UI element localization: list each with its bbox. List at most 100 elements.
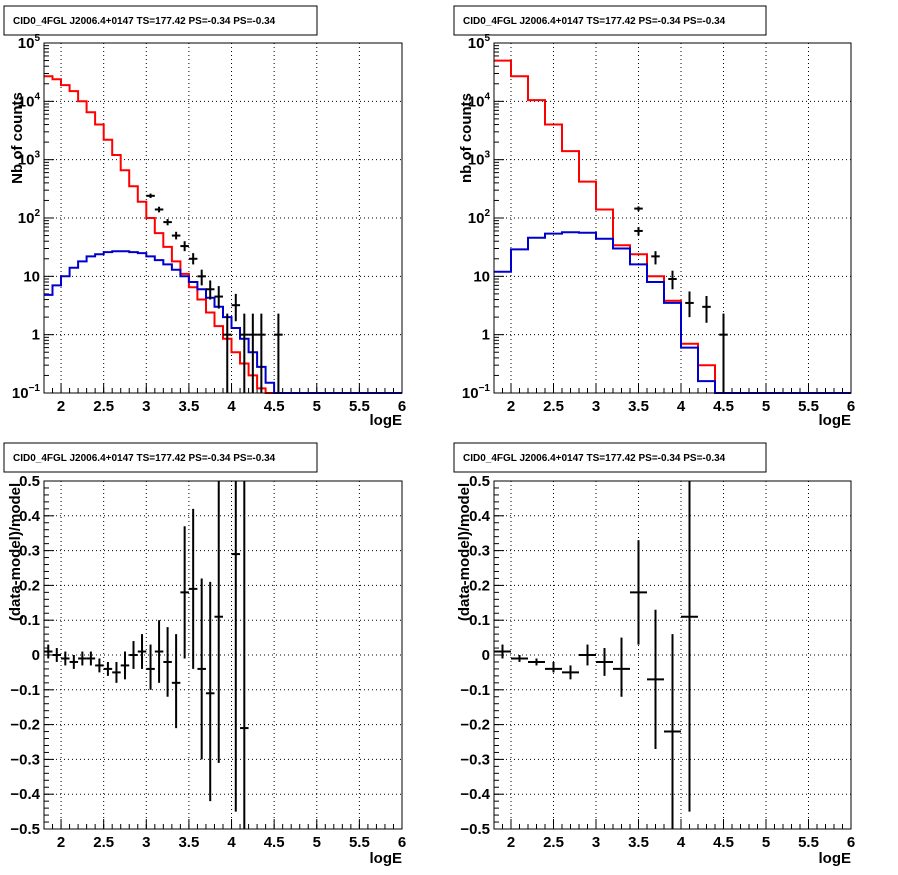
y-tick-label: −0.3	[460, 751, 490, 768]
title-box	[3, 442, 318, 473]
y-tick-base: 10	[18, 35, 35, 52]
y-tick-label: −0.2	[10, 717, 40, 734]
title-box	[3, 5, 318, 36]
x-tick-label: 5.5	[349, 398, 370, 415]
y-tick-exponent: 5	[34, 33, 40, 44]
y-tick-label: 0.3	[19, 543, 40, 560]
x-tick-label: 5	[762, 398, 770, 415]
y-tick-label: 10−1	[462, 383, 491, 402]
y-tick-exponent: 4	[484, 91, 490, 102]
y-axis-title: (data-model)/model	[456, 483, 473, 621]
y-tick-label: −0.4	[10, 786, 40, 803]
x-tick-label: 3	[592, 398, 600, 415]
panel-bottom-right: CID0_4FGL J2006.4+0147 TS=177.42 PS=-0.3…	[453, 442, 855, 867]
x-tick-label: 6	[398, 834, 406, 851]
y-tick-label: −0.5	[460, 821, 490, 838]
y-tick-label: 0	[482, 647, 490, 664]
y-axis-title: (data-model)/model	[7, 483, 24, 621]
x-tick-label: 4.5	[264, 834, 285, 851]
y-tick-label: 0.3	[469, 543, 490, 560]
title-box	[453, 5, 767, 36]
x-tick-label: 6	[847, 398, 855, 415]
y-tick-label: 105	[18, 33, 41, 52]
y-tick-base: 10	[18, 93, 35, 110]
x-tick-label: 4	[677, 834, 686, 851]
y-tick-label: 0.1	[469, 612, 490, 629]
x-tick-label: 4.5	[713, 398, 734, 415]
panel-bottom-left: CID0_4FGL J2006.4+0147 TS=177.42 PS=-0.3…	[3, 442, 406, 867]
x-tick-label: 3.5	[628, 398, 649, 415]
x-tick-label: 3.5	[628, 834, 649, 851]
x-tick-label: 2	[507, 398, 515, 415]
plot-frame	[493, 42, 852, 394]
y-tick-label: 0.5	[469, 473, 490, 490]
y-tick-label: 102	[468, 208, 491, 227]
y-tick-label: 103	[18, 150, 41, 169]
y-tick-label: 10	[23, 268, 40, 285]
panel-title: CID0_4FGL J2006.4+0147 TS=177.42 PS=-0.3…	[463, 453, 726, 464]
x-tick-label: 4.5	[713, 834, 734, 851]
y-tick-exponent: 3	[34, 150, 40, 161]
y-axis-title: nb of counts	[458, 93, 475, 183]
x-tick-label: 3	[142, 398, 150, 415]
x-tick-label: 2.5	[543, 398, 564, 415]
x-tick-label: 4	[227, 398, 236, 415]
title-box	[453, 442, 767, 473]
x-tick-label: 2.5	[93, 834, 114, 851]
y-tick-label: −0.1	[460, 682, 490, 699]
y-tick-label: 102	[18, 208, 41, 227]
y-tick-label: 10	[473, 268, 490, 285]
plot-area: 2 2.5 3 3.5 4 4.5 5 5.5 6 −0.5 −0.4 −0.3 −0.2 −0.1 0 0.…	[460, 473, 855, 851]
x-tick-label: 6	[398, 398, 406, 415]
plot-frame	[493, 480, 852, 830]
panel-title: CID0_4FGL J2006.4+0147 TS=177.42 PS=-0.3…	[13, 16, 276, 27]
y-tick-exponent: 4	[34, 91, 40, 102]
y-tick-base: 10	[462, 385, 479, 402]
y-tick-base: 10	[468, 152, 485, 169]
y-tick-label: −0.5	[10, 821, 40, 838]
y-tick-base: 10	[468, 93, 485, 110]
panel-top-right: CID0_4FGL J2006.4+0147 TS=177.42 PS=-0.3…	[453, 5, 855, 429]
y-tick-label: 0.4	[19, 508, 41, 525]
x-tick-label: 5	[762, 834, 770, 851]
y-tick-exponent: −1	[479, 383, 491, 394]
plot-frame	[43, 42, 403, 394]
y-tick-label: −0.2	[460, 717, 490, 734]
x-axis-title: logE	[370, 412, 403, 429]
panel-title: CID0_4FGL J2006.4+0147 TS=177.42 PS=-0.3…	[463, 16, 726, 27]
y-tick-base: 10	[12, 385, 29, 402]
y-tick-label: 105	[468, 33, 491, 52]
x-tick-label: 2	[507, 834, 515, 851]
y-tick-label: 1	[482, 327, 490, 344]
y-tick-label: 0.4	[469, 508, 491, 525]
y-tick-exponent: −1	[29, 383, 41, 394]
y-tick-base: 10	[468, 35, 485, 52]
y-tick-exponent: 2	[34, 208, 40, 219]
y-tick-label: 0.1	[19, 612, 40, 629]
y-tick-label: −0.1	[10, 682, 40, 699]
x-tick-label: 4	[227, 834, 236, 851]
y-tick-label: 103	[468, 150, 491, 169]
plot-frame	[43, 480, 403, 830]
y-tick-label: −0.3	[10, 751, 40, 768]
x-tick-label: 3	[592, 834, 600, 851]
y-tick-label: −0.4	[460, 786, 490, 803]
x-tick-label: 5	[313, 834, 321, 851]
y-axis-title: Nb of counts	[9, 92, 26, 184]
panel-top-left: CID0_4FGL J2006.4+0147 TS=177.42 PS=-0.3…	[3, 5, 406, 429]
x-tick-label: 5.5	[798, 398, 819, 415]
y-tick-label: 104	[468, 91, 491, 110]
x-tick-label: 4	[677, 398, 686, 415]
x-tick-label: 6	[847, 834, 855, 851]
y-tick-label: 0.2	[19, 577, 40, 594]
x-tick-label: 2	[57, 398, 65, 415]
x-axis-title: logE	[819, 850, 852, 867]
y-tick-label: 0.2	[469, 577, 490, 594]
x-tick-label: 5	[313, 398, 321, 415]
x-tick-label: 3.5	[178, 834, 199, 851]
y-tick-base: 10	[468, 210, 485, 227]
y-tick-base: 10	[18, 152, 35, 169]
